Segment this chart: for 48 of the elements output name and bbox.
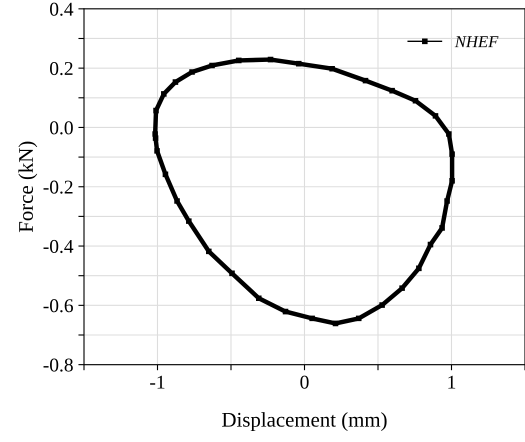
point (356, 316, 362, 322)
point (362, 78, 368, 84)
point (389, 88, 395, 94)
point (379, 302, 385, 308)
point (296, 60, 302, 66)
y-tick-label: 0.0 (50, 121, 73, 134)
y-tick-label: -0.2 (44, 180, 73, 194)
point (428, 242, 434, 248)
point (162, 172, 168, 178)
point (154, 148, 160, 154)
point (449, 151, 455, 157)
point (309, 316, 315, 322)
point (329, 66, 335, 72)
point (236, 58, 242, 64)
point (209, 62, 215, 68)
point (174, 198, 180, 204)
line-series (152, 56, 455, 326)
point (186, 218, 192, 224)
point (444, 198, 450, 204)
x-tick-label: 1 (448, 376, 456, 389)
x-tick-label: 0 (300, 376, 309, 389)
point (439, 225, 445, 231)
point (206, 248, 212, 254)
point (268, 56, 274, 62)
point (161, 91, 167, 97)
point (152, 135, 158, 141)
x-axis-title: Displacement (mm) (222, 412, 387, 432)
y-tick-label: -0.6 (44, 299, 74, 312)
y-tick-label: 0.2 (50, 62, 73, 76)
point (399, 285, 405, 291)
point (432, 113, 438, 119)
x-tick-label: -1 (150, 376, 164, 389)
point (229, 270, 235, 276)
point (416, 266, 422, 272)
y-axis-title: Force (kN) (18, 142, 38, 232)
point (282, 308, 288, 314)
point (189, 69, 195, 75)
y-tick-label: -0.8 (44, 358, 73, 372)
point (446, 131, 452, 137)
point (412, 98, 418, 104)
point (153, 108, 159, 114)
point (172, 79, 178, 85)
legend-label: NHEF (454, 36, 498, 48)
point (256, 295, 262, 302)
y-tick-label: 0.4 (50, 2, 74, 16)
point (332, 320, 338, 326)
point (449, 178, 455, 184)
y-tick-label: -0.4 (44, 240, 74, 254)
